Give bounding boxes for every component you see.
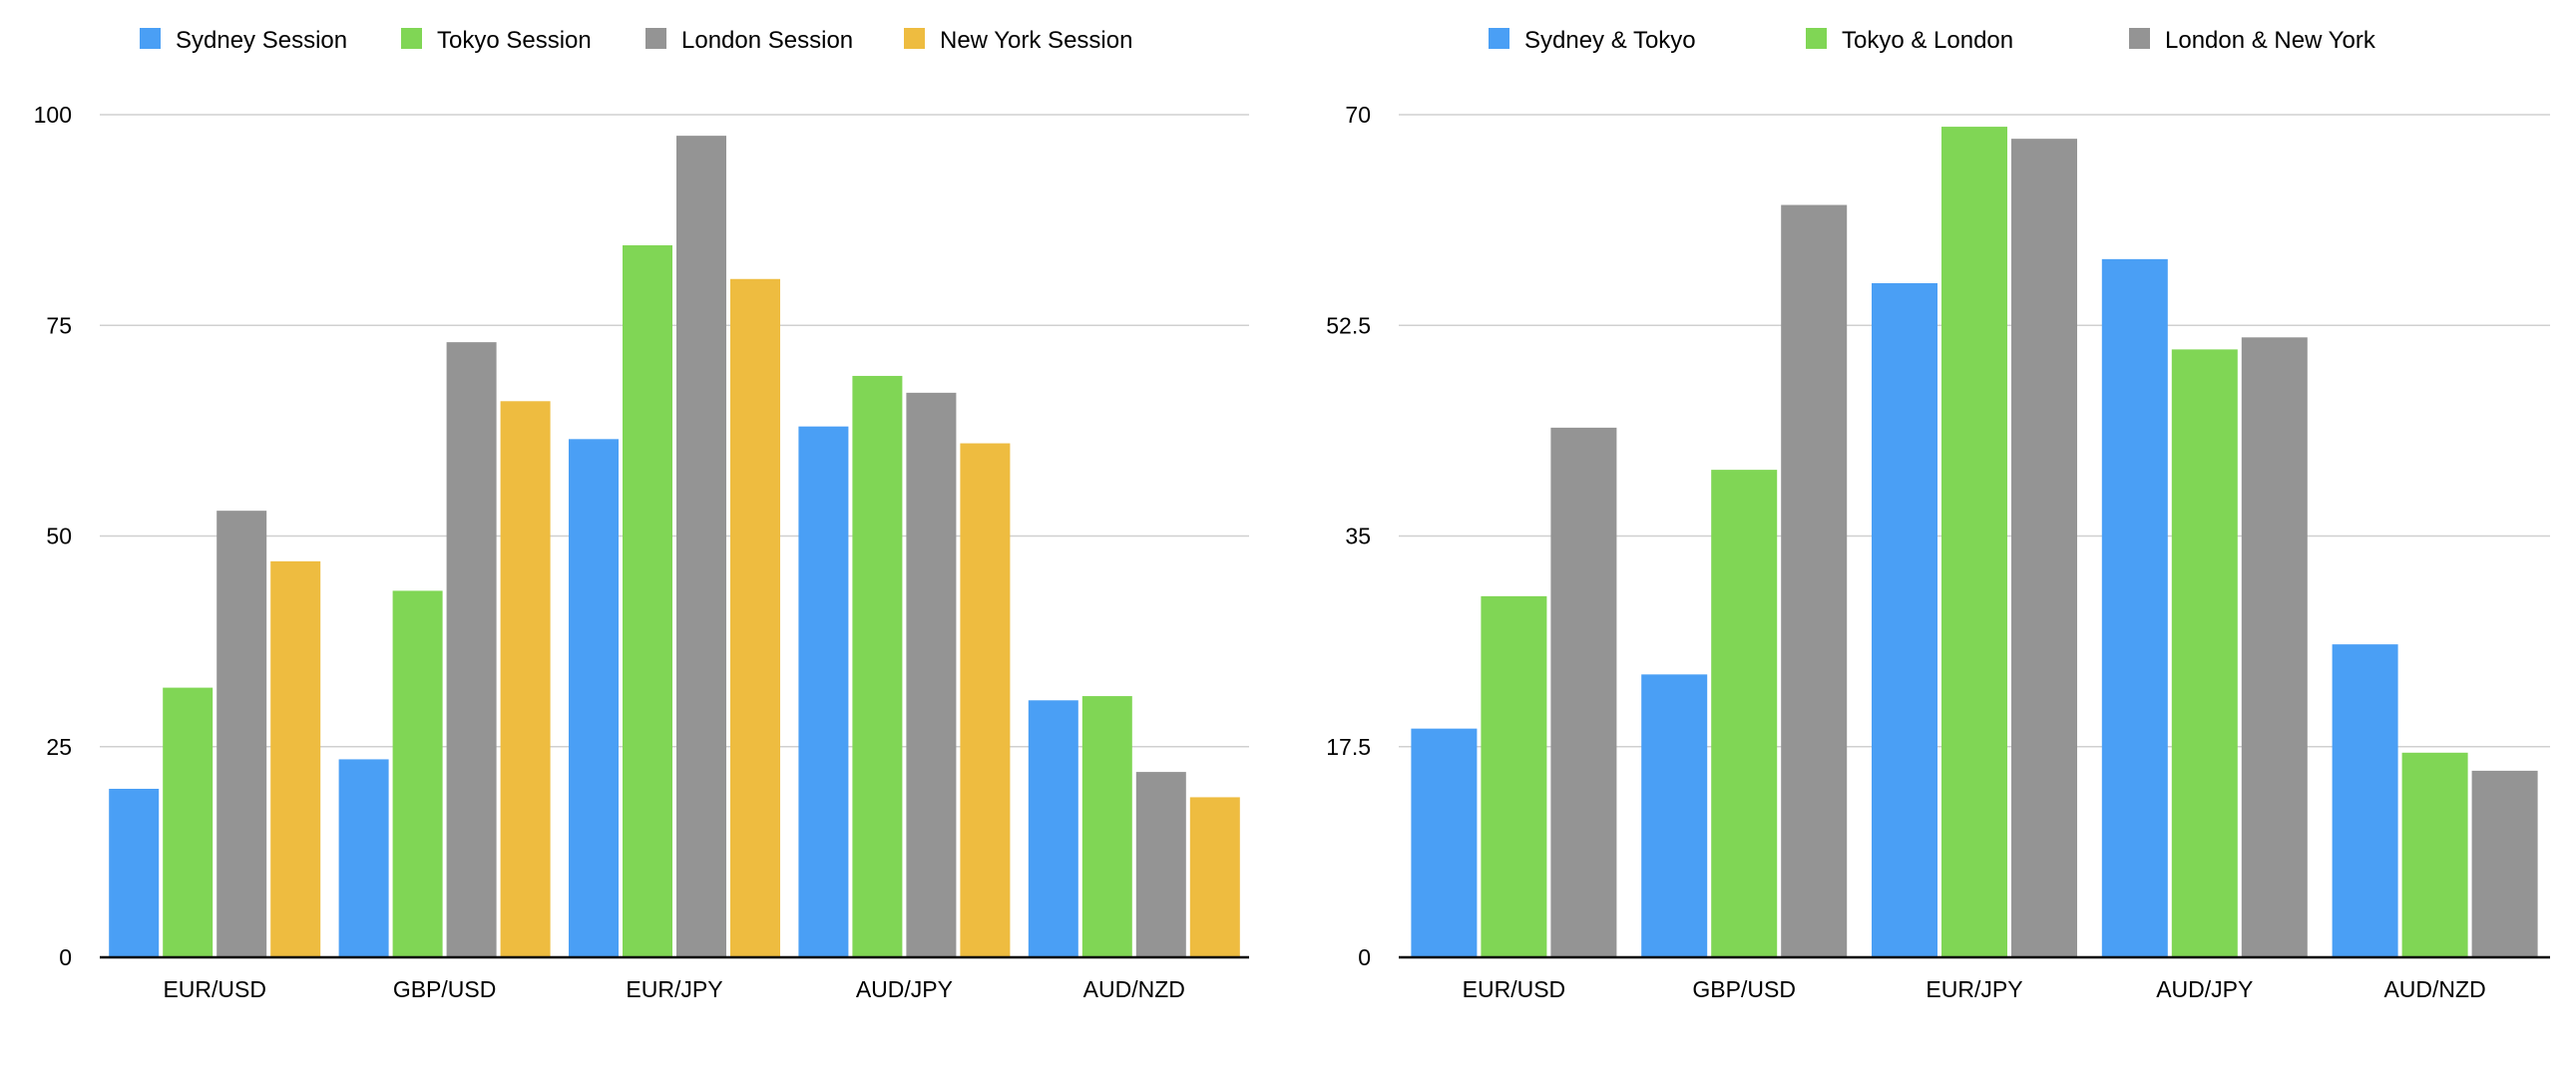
bar — [1135, 772, 1186, 957]
bar — [960, 443, 1011, 957]
x-tick-label: GBP/USD — [1692, 976, 1796, 1002]
bar — [216, 511, 267, 957]
legend: Sydney Session Tokyo Session London Sessio… — [140, 27, 1132, 54]
y-tick-label: 70 — [1345, 102, 1371, 128]
legend-label: New York Session — [940, 27, 1132, 54]
bar — [1711, 470, 1778, 957]
x-tick-label: EUR/USD — [1463, 976, 1566, 1002]
bar — [1028, 700, 1078, 957]
y-tick-label: 17.5 — [1326, 734, 1371, 760]
bar — [1872, 283, 1937, 957]
chart-2: 0 17.5 35 52.5 70 EUR/USD GBP/USD EUR/JPY AUD/JP… — [1326, 27, 2550, 1002]
y-tick-label: 0 — [1358, 944, 1371, 970]
y-tick-label: 52.5 — [1326, 312, 1371, 338]
bar — [1081, 696, 1132, 957]
bar — [676, 136, 726, 957]
y-tick-label: 0 — [59, 944, 72, 970]
bar — [730, 278, 780, 957]
x-tick-label: AUD/NZD — [1083, 976, 1185, 1002]
chart-1: 0 25 50 75 100 EUR/USD GBP/USD EUR/JPY AUD/JPY AU… — [34, 27, 1249, 1002]
bar — [1189, 797, 1240, 957]
bar — [2101, 258, 2168, 957]
legend-swatch — [401, 28, 422, 49]
bar — [906, 392, 957, 958]
legend: Sydney & Tokyo Tokyo & London London & New… — [1489, 27, 2376, 54]
bar — [1641, 674, 1708, 957]
y-tick-label: 75 — [46, 312, 72, 338]
x-tick-label: AUD/NZD — [2383, 976, 2485, 1002]
bar — [500, 401, 551, 957]
y-tick-label: 100 — [34, 102, 72, 128]
bar — [1781, 204, 1848, 958]
bar — [446, 342, 497, 957]
bar — [2241, 337, 2308, 958]
bar — [569, 439, 619, 957]
x-tick-label: AUD/JPY — [2156, 976, 2253, 1002]
y-tick-label: 25 — [46, 734, 72, 760]
legend-swatch — [140, 28, 161, 49]
legend-label: London Session — [681, 27, 853, 54]
bar — [270, 560, 321, 957]
bar — [1941, 127, 2007, 958]
legend-swatch — [2129, 28, 2150, 49]
bar — [1481, 595, 1547, 957]
y-tick-label: 35 — [1345, 524, 1371, 549]
legend-label: London & New York — [2165, 27, 2376, 54]
bar — [1550, 427, 1617, 957]
legend-label: Sydney & Tokyo — [1524, 27, 1696, 54]
bar — [2401, 752, 2468, 957]
bar — [392, 590, 443, 957]
bar — [109, 789, 160, 957]
legend-label: Tokyo Session — [437, 27, 592, 54]
bar — [2332, 644, 2398, 957]
x-tick-label: AUD/JPY — [856, 976, 953, 1002]
bar — [163, 687, 214, 957]
bar — [338, 759, 389, 957]
bar — [1411, 728, 1478, 957]
bar — [623, 244, 672, 958]
x-tick-label: EUR/JPY — [1926, 976, 2022, 1002]
bar — [2471, 770, 2538, 957]
bar — [798, 426, 849, 957]
bar — [2011, 139, 2077, 958]
legend-label: Sydney Session — [176, 27, 347, 54]
legend-swatch — [904, 28, 925, 49]
legend-swatch — [1806, 28, 1827, 49]
bar — [852, 375, 903, 957]
x-tick-label: EUR/JPY — [626, 976, 722, 1002]
y-tick-label: 50 — [46, 524, 72, 549]
bar — [2171, 349, 2238, 958]
legend-label: Tokyo & London — [1842, 27, 2013, 54]
x-tick-label: EUR/USD — [163, 976, 266, 1002]
legend-swatch — [1489, 28, 1509, 49]
legend-swatch — [645, 28, 666, 49]
x-tick-label: GBP/USD — [393, 976, 497, 1002]
